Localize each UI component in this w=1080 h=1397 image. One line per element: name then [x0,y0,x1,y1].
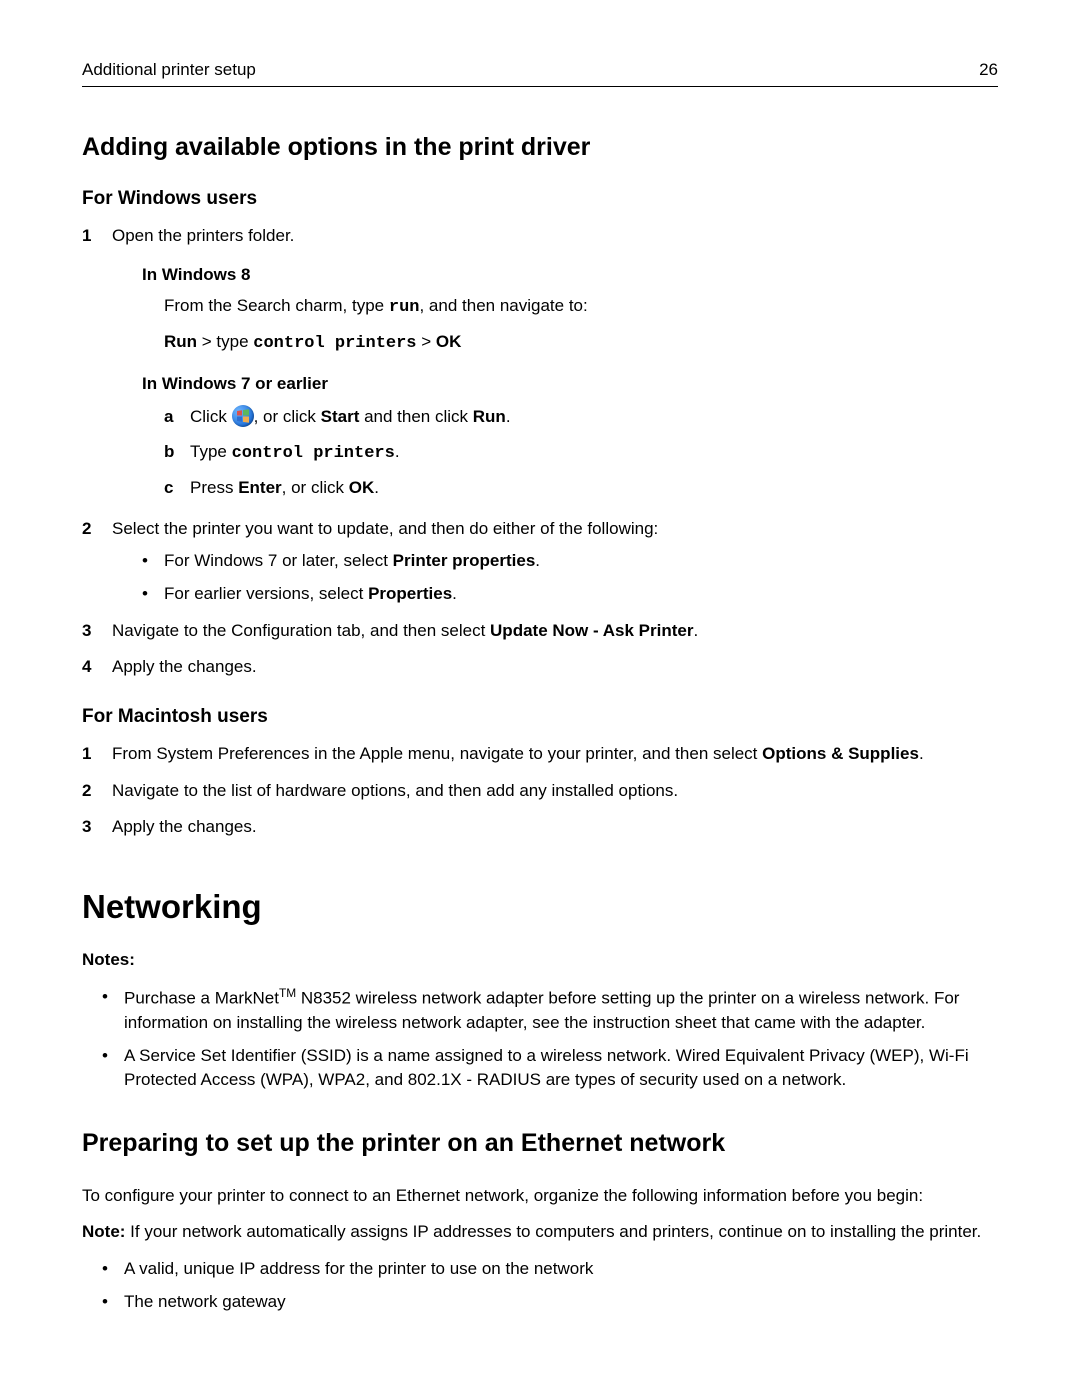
step-2: 2 Select the printer you want to update,… [82,517,998,607]
step-2: 2 Navigate to the list of hardware optio… [82,779,998,804]
step-3: 3 Apply the changes. [82,815,998,840]
code-control-printers: control printers [232,444,395,463]
ok-label: OK [436,332,462,351]
networking-title: Networking [82,888,998,926]
ethernet-title: Preparing to set up the printer on an Et… [82,1129,998,1158]
code-run: run [389,298,420,317]
text: , and then navigate to: [419,296,587,315]
ethernet-note: Note: If your network automatically assi… [82,1220,998,1245]
text: and then click [359,407,472,426]
substep-marker: b [164,440,174,465]
substep-a: a Click , or click Start and then click … [164,405,998,430]
trademark: TM [279,986,296,1000]
text: . [535,551,540,570]
text: Click [190,407,232,426]
step-marker: 3 [82,815,91,840]
run-label: Run [164,332,197,351]
step-1: 1 Open the printers folder. In Windows 8… [82,224,998,501]
text: . [452,584,457,603]
substep-c: c Press Enter, or click OK. [164,476,998,501]
step-text: Select the printer you want to update, a… [112,519,658,538]
notes-label: Notes: [82,950,135,969]
update-now-label: Update Now ‑ Ask Printer [490,621,693,640]
windows7-title: In Windows 7 or earlier [142,372,998,397]
step-marker: 2 [82,517,91,542]
step-text: Apply the changes. [112,657,257,676]
text: For earlier versions, select [164,584,368,603]
text: . [395,442,400,461]
options-supplies-label: Options & Supplies [762,744,919,763]
windows-heading: For Windows users [82,188,998,210]
page-number: 26 [979,60,998,80]
ethernet-intro: To configure your printer to connect to … [82,1184,998,1209]
note-1: Purchase a MarkNetTM N8352 wireless netw… [102,985,998,1036]
run-label: Run [473,407,506,426]
text: , or click [282,478,349,497]
windows8-title: In Windows 8 [142,263,998,288]
windows8-block: In Windows 8 From the Search charm, type… [142,263,998,357]
bullet: A valid, unique IP address for the print… [102,1257,998,1282]
text: . [919,744,924,763]
text: Press [190,478,238,497]
step-text: Navigate to the list of hardware options… [112,781,678,800]
text: Purchase a MarkNet [124,988,279,1007]
header-rule [82,86,998,87]
text: > type [197,332,253,351]
text: , or click [254,407,321,426]
text: If your network automatically assigns IP… [125,1222,981,1241]
text: From System Preferences in the Apple men… [112,744,762,763]
code-control-printers: control printers [253,334,416,353]
text: From the Search charm, type [164,296,389,315]
windows-steps: 1 Open the printers folder. In Windows 8… [82,224,998,680]
bullet: For earlier versions, select Properties. [142,582,998,607]
note-2: A Service Set Identifier (SSID) is a nam… [102,1044,998,1093]
windows7-block: In Windows 7 or earlier a Click , or cli… [142,372,998,501]
step-marker: 4 [82,655,91,680]
step2-bullets: For Windows 7 or later, select Printer p… [142,549,998,606]
step-3: 3 Navigate to the Configuration tab, and… [82,619,998,644]
text: The network gateway [124,1292,286,1311]
ok-label: OK [349,478,375,497]
substep-marker: c [164,476,173,501]
windows7-substeps: a Click , or click Start and then click … [164,405,998,501]
printer-properties-label: Printer properties [393,551,536,570]
enter-label: Enter [238,478,281,497]
step-marker: 1 [82,224,91,249]
text: A Service Set Identifier (SSID) is a nam… [124,1046,969,1090]
networking-notes: Purchase a MarkNetTM N8352 wireless netw… [102,985,998,1093]
text: A valid, unique IP address for the print… [124,1259,593,1278]
step-text: Open the printers folder. [112,226,294,245]
substep-marker: a [164,405,173,430]
bullet: For Windows 7 or later, select Printer p… [142,549,998,574]
page-header: Additional printer setup 26 [82,60,998,86]
step-4: 4 Apply the changes. [82,655,998,680]
header-section-title: Additional printer setup [82,60,256,80]
step-marker: 3 [82,619,91,644]
mac-heading: For Macintosh users [82,706,998,728]
step-marker: 1 [82,742,91,767]
text: . [506,407,511,426]
windows8-body: From the Search charm, type run, and the… [164,293,998,356]
document-page: Additional printer setup 26 Adding avail… [0,0,1080,1397]
text: > [417,332,436,351]
bullet: The network gateway [102,1290,998,1315]
text: . [374,478,379,497]
windows-start-icon [232,405,254,427]
text: Navigate to the Configuration tab, and t… [112,621,490,640]
text: For Windows 7 or later, select [164,551,393,570]
step-text: Apply the changes. [112,817,257,836]
text: . [693,621,698,640]
step-1: 1 From System Preferences in the Apple m… [82,742,998,767]
start-label: Start [321,407,360,426]
properties-label: Properties [368,584,452,603]
mac-steps: 1 From System Preferences in the Apple m… [82,742,998,840]
substep-b: b Type control printers. [164,440,998,467]
step-marker: 2 [82,779,91,804]
section-title: Adding available options in the print dr… [82,133,998,162]
text: Type [190,442,232,461]
ethernet-bullets: A valid, unique IP address for the print… [102,1257,998,1314]
note-label: Note: [82,1222,125,1241]
